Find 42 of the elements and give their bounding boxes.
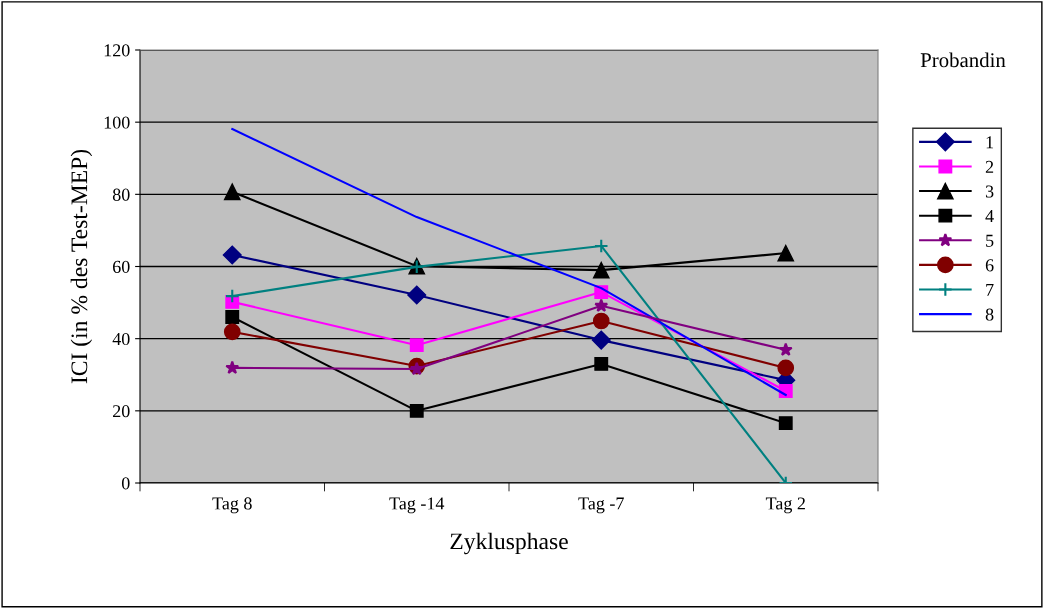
point [225,310,240,324]
point [223,183,241,201]
legend-label: 5 [986,234,994,247]
point [407,285,427,305]
point [592,261,610,279]
point [777,359,795,377]
x-axis-title: Zyklusphase [450,532,568,555]
y-tick-label: 120 [104,44,130,57]
point [592,312,610,330]
legend-label: 6 [985,259,994,272]
y-tick-label: 60 [113,260,130,273]
point [594,298,609,312]
point [777,244,795,262]
legend-label: 8 [985,308,994,321]
point [778,342,793,356]
point [409,338,424,353]
point [778,416,793,431]
legend-label: 2 [985,160,994,173]
x-tick-label: Tag 2 [765,497,805,514]
legend-label: 3 [985,185,994,198]
point [409,361,424,376]
legend-title: Probandin [920,52,1006,68]
x-tick-label: Tag -7 [578,497,624,514]
y-tick-label: 100 [104,116,130,129]
y-tick-label: 20 [113,405,130,418]
point [222,245,242,265]
y-axis-title: ICI (in % des Test-MEP) [70,149,93,384]
point [591,330,611,350]
point [594,356,609,371]
point [225,360,240,374]
point [409,403,424,418]
legend-label: 7 [986,284,994,296]
point [224,288,240,304]
y-tick-label: 40 [112,332,130,346]
x-tick-label: Tag 8 [212,497,252,514]
y-tick-label: 80 [112,188,130,201]
y-tick-label: 0 [121,477,130,490]
x-tick-label: Tag -14 [389,497,445,514]
point [593,238,609,254]
point [223,323,241,341]
legend-label: 1 [986,136,994,149]
legend-label: 4 [985,210,994,222]
